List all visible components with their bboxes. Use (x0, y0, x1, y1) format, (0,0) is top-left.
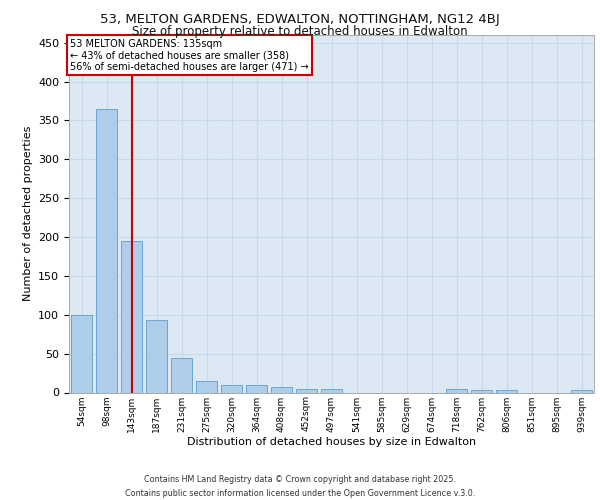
Text: 53 MELTON GARDENS: 135sqm
← 43% of detached houses are smaller (358)
56% of semi: 53 MELTON GARDENS: 135sqm ← 43% of detac… (70, 39, 309, 72)
Text: 53, MELTON GARDENS, EDWALTON, NOTTINGHAM, NG12 4BJ: 53, MELTON GARDENS, EDWALTON, NOTTINGHAM… (100, 12, 500, 26)
Bar (171, 358, 192, 392)
Y-axis label: Number of detached properties: Number of detached properties (23, 126, 32, 302)
Bar (496, 390, 517, 392)
Bar (121, 241, 142, 392)
Bar (446, 388, 467, 392)
Bar (71, 315, 92, 392)
X-axis label: Distribution of detached houses by size in Edwalton: Distribution of detached houses by size … (187, 437, 476, 447)
Text: Contains HM Land Registry data © Crown copyright and database right 2025.
Contai: Contains HM Land Registry data © Crown c… (125, 476, 475, 498)
Bar (146, 320, 167, 392)
Text: Size of property relative to detached houses in Edwalton: Size of property relative to detached ho… (132, 25, 468, 38)
Bar (471, 390, 492, 392)
Bar (271, 387, 292, 392)
Bar (296, 388, 317, 392)
Bar (196, 381, 217, 392)
Bar (221, 384, 242, 392)
Bar (96, 109, 117, 393)
Bar (246, 384, 267, 392)
Bar (571, 390, 592, 392)
Bar (321, 388, 342, 392)
